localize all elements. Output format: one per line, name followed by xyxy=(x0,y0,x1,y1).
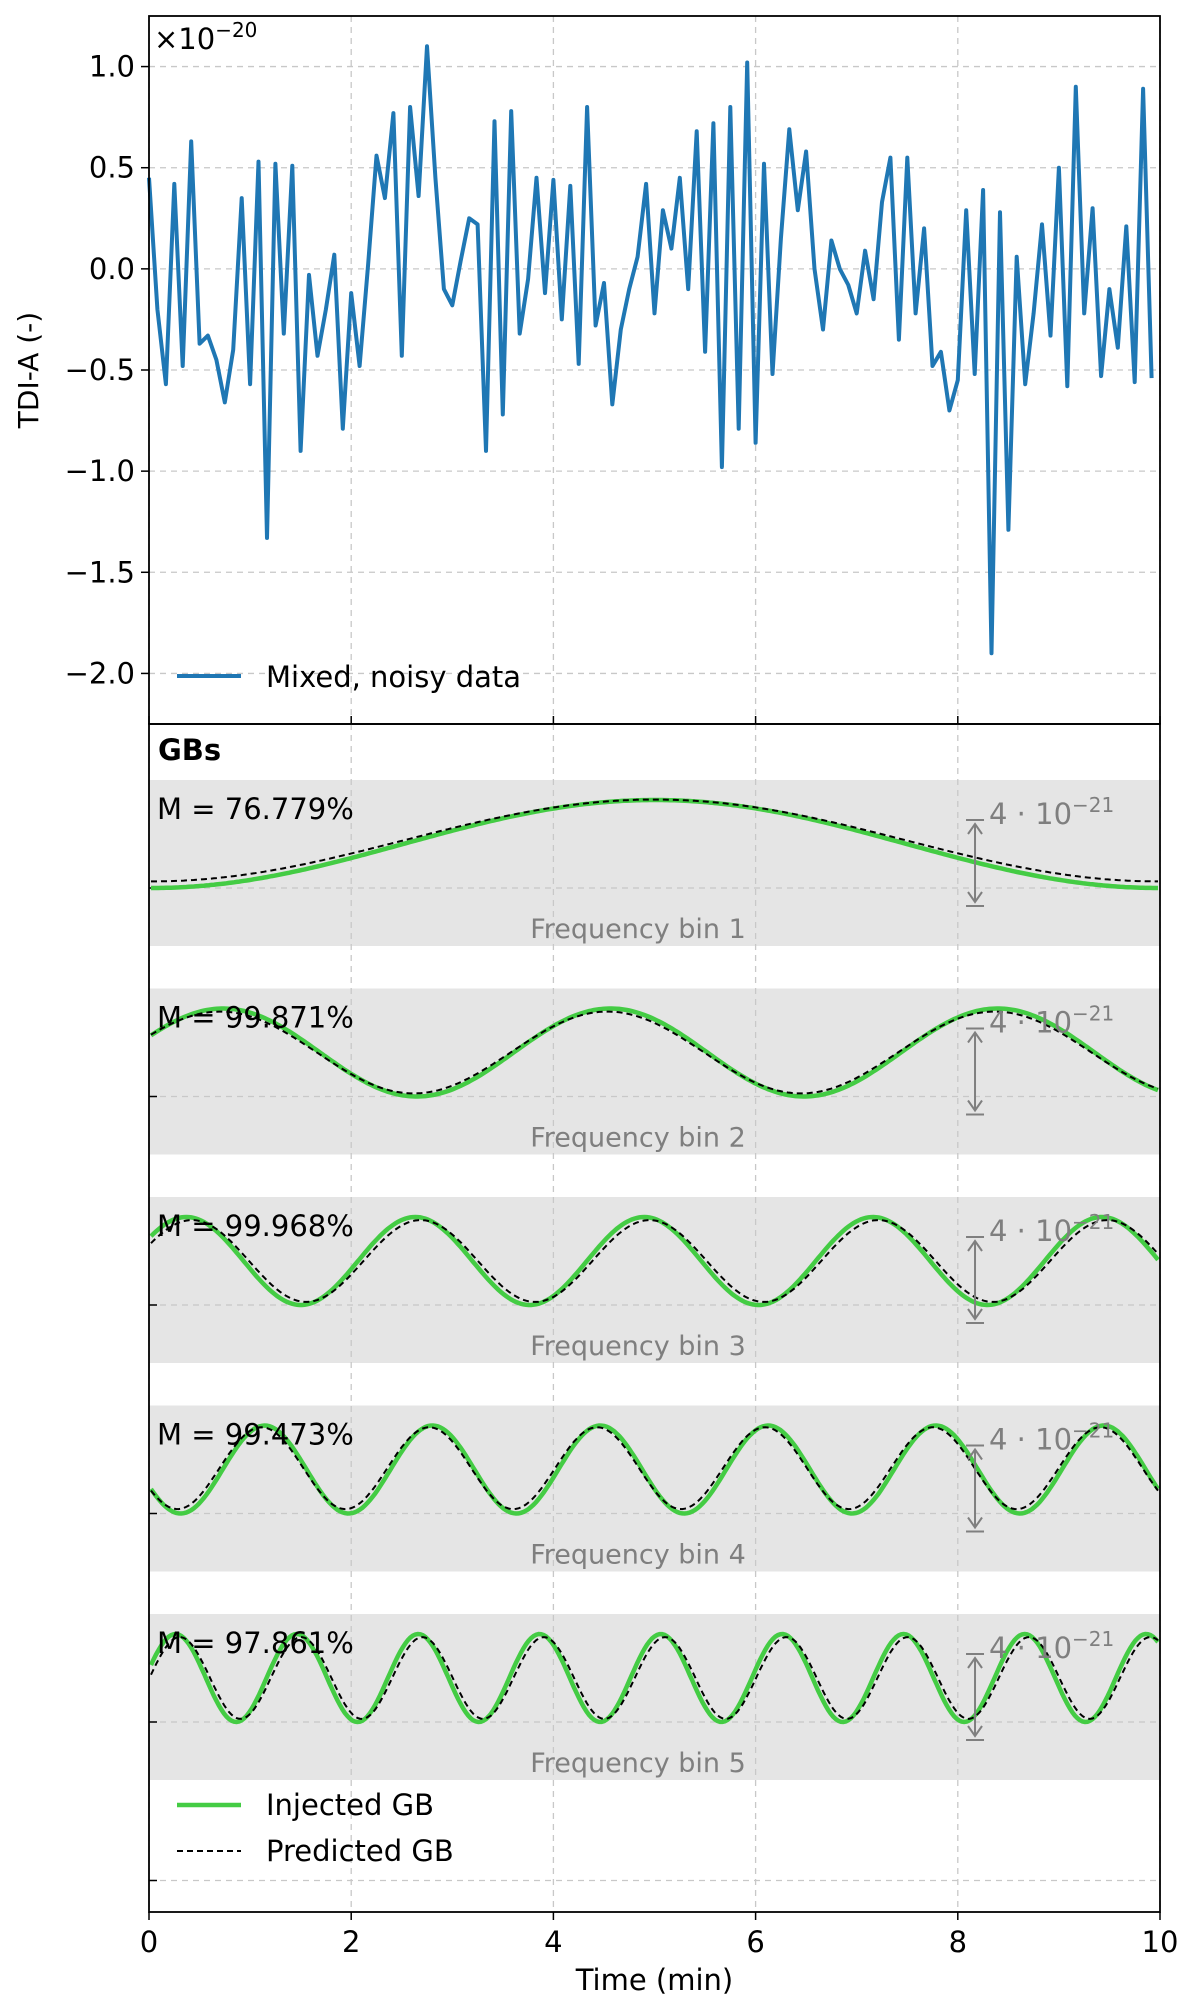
scale-arrowhead-bottom-1 xyxy=(967,891,983,904)
top-ylabel: TDI-A (-) xyxy=(12,312,45,429)
scale-arrowhead-top-1 xyxy=(967,822,983,835)
band-label-3: Frequency bin 3 xyxy=(530,1331,746,1362)
bottom-xtick-label-3: 6 xyxy=(746,1925,764,1959)
bottom-xtick-label-0: 0 xyxy=(140,1925,158,1959)
band-bg-1 xyxy=(149,780,1160,946)
bottom-legend-label-predicted: Predicted GB xyxy=(266,1834,454,1868)
scale-arrowhead-bottom-4 xyxy=(967,1516,983,1530)
top-ytick-label-3: −0.5 xyxy=(65,353,135,387)
injected-gb-line-5 xyxy=(148,1631,1160,1725)
top-ytick-label-5: −1.5 xyxy=(65,555,135,589)
bottom-panel-frame xyxy=(148,723,1161,1913)
band-match-1: M = 76.779% xyxy=(157,792,354,826)
band-label-5: Frequency bin 5 xyxy=(530,1748,746,1779)
top-scale-label: ×10−20 xyxy=(154,18,257,56)
scale-label-1: 4 · 10−21 xyxy=(989,793,1114,831)
top-ytick-label-1: 0.5 xyxy=(89,151,135,185)
band-match-2: M = 99.871% xyxy=(157,1001,354,1035)
scale-label-3: 4 · 10−21 xyxy=(989,1210,1114,1248)
top-ytick-label-0: 1.0 xyxy=(89,50,135,84)
noisy-data-line xyxy=(147,44,1154,656)
scale-label-2: 4 · 10−21 xyxy=(989,1002,1114,1040)
bottom-legend-label-injected: Injected GB xyxy=(266,1788,434,1822)
scale-arrowhead-top-3 xyxy=(967,1239,983,1252)
bottom-title: GBs xyxy=(158,733,221,767)
top-ytick-label-2: 0.0 xyxy=(89,252,135,286)
scale-arrowhead-top-2 xyxy=(967,1030,983,1044)
top-ytick-label-4: −1.0 xyxy=(65,454,135,488)
band-bg-2 xyxy=(149,988,1160,1155)
scale-arrowhead-top-4 xyxy=(967,1447,983,1461)
scale-arrowhead-top-5 xyxy=(967,1656,983,1669)
bottom-xtick-label-2: 4 xyxy=(544,1925,562,1959)
band-match-5: M = 97.861% xyxy=(157,1626,354,1660)
band-bg-5 xyxy=(149,1614,1160,1780)
predicted-gb-line-5 xyxy=(150,1636,1159,1720)
band-bg-3 xyxy=(149,1197,1160,1363)
scale-arrowhead-bottom-3 xyxy=(967,1308,983,1321)
band-label-1: Frequency bin 1 xyxy=(530,914,746,945)
band-label-2: Frequency bin 2 xyxy=(530,1123,746,1154)
top-ytick-label-6: −2.0 xyxy=(65,656,135,690)
scale-label-4: 4 · 10−21 xyxy=(989,1419,1114,1457)
bottom-xtick-label-5: 10 xyxy=(1142,1925,1179,1959)
predicted-gb-line-3 xyxy=(150,1219,1159,1303)
scale-label-5: 4 · 10−21 xyxy=(989,1627,1114,1665)
predicted-gb-line-1 xyxy=(151,798,1158,883)
bottom-xtick-label-4: 8 xyxy=(949,1925,967,1959)
bottom-xlabel: Time (min) xyxy=(575,1963,734,1997)
injected-gb-line-2 xyxy=(149,1006,1159,1099)
predicted-gb-line-4 xyxy=(150,1426,1159,1511)
bottom-xtick-label-1: 2 xyxy=(342,1925,360,1959)
predicted-gb-line-2 xyxy=(150,1010,1159,1095)
band-match-4: M = 99.473% xyxy=(157,1418,354,1452)
scale-arrowhead-bottom-2 xyxy=(967,1099,983,1113)
top-legend-label: Mixed, noisy data xyxy=(266,660,521,694)
band-label-4: Frequency bin 4 xyxy=(530,1540,746,1571)
band-match-3: M = 99.968% xyxy=(157,1209,354,1243)
scale-arrowhead-bottom-5 xyxy=(967,1725,983,1738)
